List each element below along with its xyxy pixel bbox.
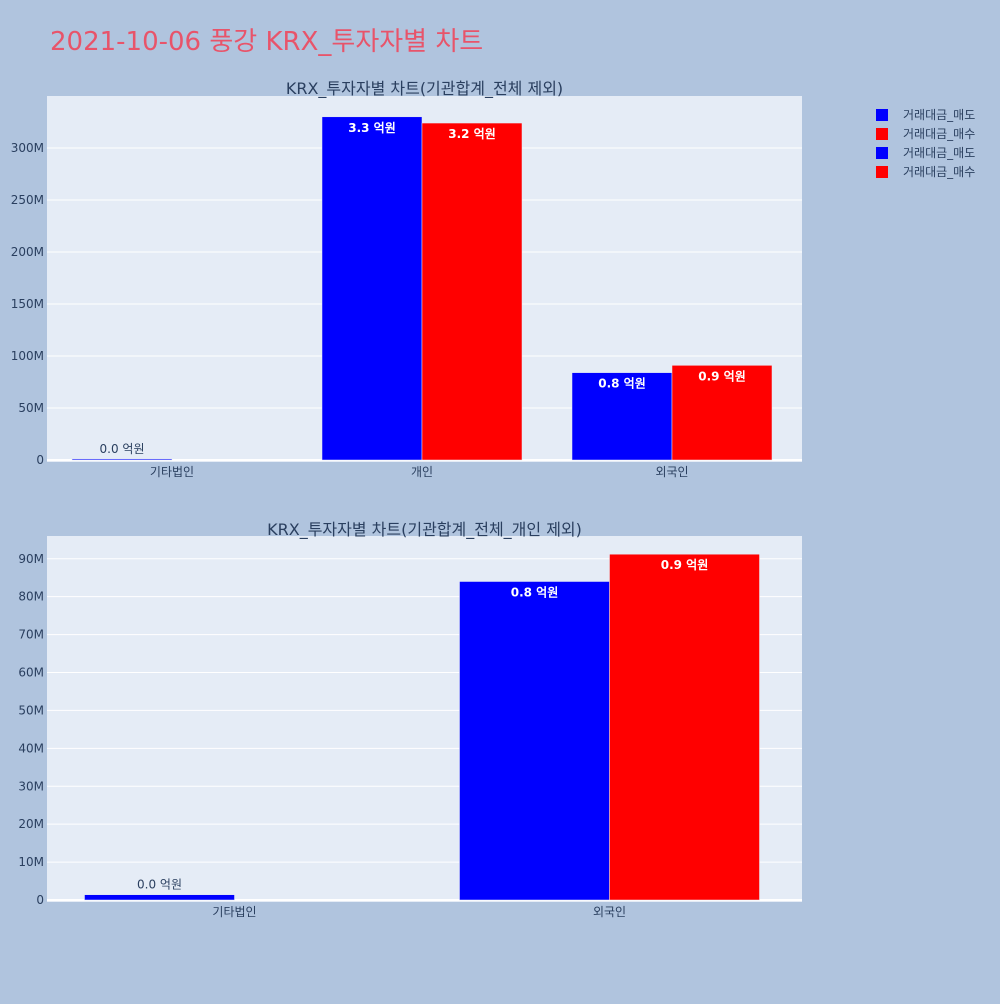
data-label: 0.0 억원 <box>100 442 145 456</box>
legend-item[interactable]: 거래대금_매수 <box>876 165 975 179</box>
bar[interactable] <box>421 122 523 461</box>
charts-group: 0 50M 100M 150M 200M 250M 300M KRX_투자자별 차트(기관합계… <box>11 79 802 919</box>
y-tick-label: 30M <box>18 779 44 793</box>
x-tick-label: 개인 <box>411 465 433 479</box>
y-tick-label: 250M <box>11 193 44 207</box>
y-tick-label: 60M <box>18 666 44 680</box>
legend-item[interactable]: 거래대금_매도 <box>876 146 975 160</box>
y-tick-label: 70M <box>18 628 44 642</box>
legend-label: 거래대금_매수 <box>903 127 975 141</box>
bar[interactable] <box>671 365 773 461</box>
legend-swatch <box>876 147 888 159</box>
data-label: 0.9 억원 <box>661 558 709 572</box>
legend-label: 거래대금_매도 <box>903 108 975 122</box>
bar[interactable] <box>459 581 610 901</box>
y-tick-label: 40M <box>18 741 44 755</box>
data-label: 0.8 억원 <box>598 377 646 391</box>
legend-label: 거래대금_매도 <box>903 146 975 160</box>
legend-swatch <box>876 166 888 178</box>
data-label: 0.9 억원 <box>698 369 746 383</box>
bar[interactable] <box>571 372 673 461</box>
data-label: 0.0 억원 <box>137 878 182 892</box>
y-tick-label: 0 <box>36 893 44 907</box>
legend-swatch <box>876 128 888 140</box>
x-tick-label: 외국인 <box>593 905 626 919</box>
x-tick-label: 기타법인 <box>212 905 256 919</box>
bar[interactable] <box>84 894 235 901</box>
data-label: 0.8 억원 <box>511 586 559 600</box>
legend-label: 거래대금_매수 <box>903 165 975 179</box>
y-tick-label: 80M <box>18 590 44 604</box>
y-tick-label: 90M <box>18 552 44 566</box>
data-label: 3.3 억원 <box>348 121 396 135</box>
bar[interactable] <box>321 116 423 461</box>
y-tick-label: 150M <box>11 297 44 311</box>
y-tick-label: 100M <box>11 349 44 363</box>
chart-title: KRX_투자자별 차트(기관합계_전체_개인 제외) <box>267 520 582 540</box>
bar[interactable] <box>71 458 173 461</box>
y-tick-label: 50M <box>18 401 44 415</box>
x-tick-label: 외국인 <box>655 465 688 479</box>
data-label: 3.2 억원 <box>448 127 496 141</box>
chart-1: 0 50M 100M 150M 200M 250M 300M KRX_투자자별 차트(기관합계… <box>11 79 802 479</box>
y-tick-label: 10M <box>18 855 44 869</box>
y-tick-label: 50M <box>18 703 44 717</box>
bar[interactable] <box>609 553 760 901</box>
legend-swatch <box>876 109 888 121</box>
chart-title: KRX_투자자별 차트(기관합계_전체 제외) <box>286 79 563 99</box>
y-tick-label: 20M <box>18 817 44 831</box>
y-tick-label: 0 <box>36 453 44 467</box>
x-tick-label: 기타법인 <box>150 465 194 479</box>
legend-item[interactable]: 거래대금_매수 <box>876 127 975 141</box>
page-title: 2021-10-06 풍강 KRX_투자자별 차트 <box>50 27 483 57</box>
chart-2: 0 10M 20M 30M 40M 50M 60M 70M 80M 90M KRX_투자자별 차트(… <box>18 520 802 919</box>
y-tick-label: 300M <box>11 141 44 155</box>
legend-item[interactable]: 거래대금_매도 <box>876 108 975 122</box>
y-tick-label: 200M <box>11 245 44 259</box>
